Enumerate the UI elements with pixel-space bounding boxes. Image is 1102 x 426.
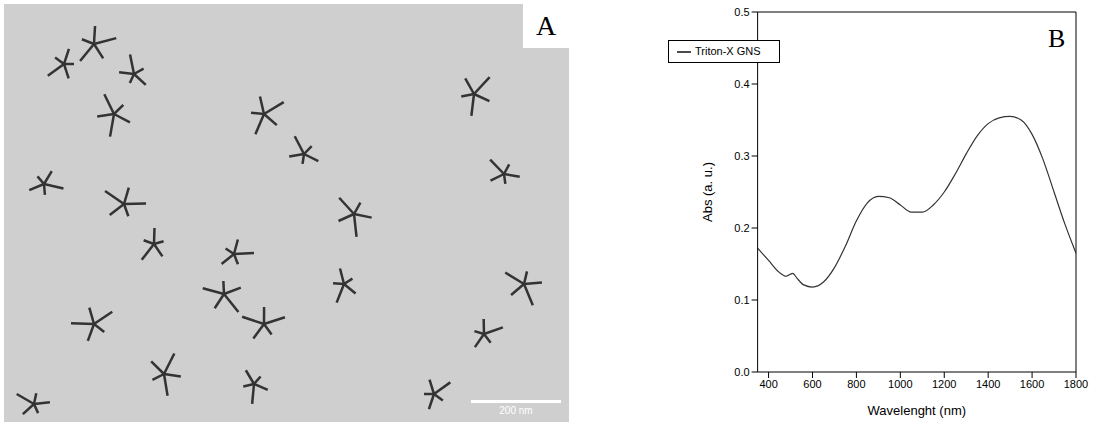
- html-text:200 nm: 200 nm: [499, 405, 533, 416]
- svg-text:0.1: 0.1: [734, 294, 749, 306]
- svg-text:Wavelenght (nm): Wavelenght (nm): [868, 403, 967, 418]
- svg-text:0.0: 0.0: [734, 366, 749, 378]
- svg-text:1600: 1600: [1020, 378, 1044, 390]
- svg-text:0.5: 0.5: [734, 6, 749, 18]
- svg-text:600: 600: [803, 378, 821, 390]
- svg-text:1800: 1800: [1064, 378, 1088, 390]
- html-text:Triton-X GNS: Triton-X GNS: [695, 45, 761, 57]
- svg-text:1400: 1400: [976, 378, 1000, 390]
- svg-text:0.4: 0.4: [734, 78, 749, 90]
- svg-text:800: 800: [847, 378, 865, 390]
- svg-text:Abs (a. u.): Abs (a. u.): [700, 162, 715, 222]
- svg-text:0.3: 0.3: [734, 150, 749, 162]
- svg-text:0.2: 0.2: [734, 222, 749, 234]
- html-text:B: B: [1048, 24, 1066, 53]
- svg-text:400: 400: [759, 378, 777, 390]
- html-text:A: A: [535, 10, 557, 41]
- svg-text:1000: 1000: [888, 378, 912, 390]
- svg-text:1200: 1200: [932, 378, 956, 390]
